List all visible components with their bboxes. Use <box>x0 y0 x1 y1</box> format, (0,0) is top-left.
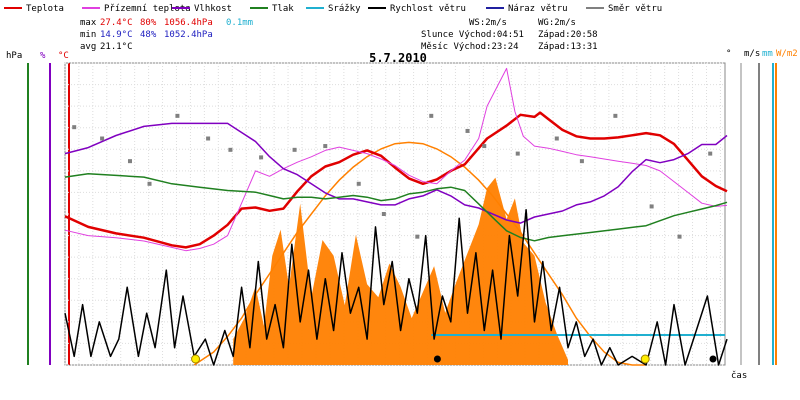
legend: Teplota Přízemní teplota Vlhkost Tlak Sr… <box>4 4 662 14</box>
stats-min-press: 1052.4hPa <box>164 30 213 40</box>
legend-item: Přízemní teplota <box>82 4 191 14</box>
stats-max-rain: 0.1mm <box>226 18 253 28</box>
info-moon: Měsíc Východ:23:24 <box>421 42 519 52</box>
wind-dir-point <box>72 125 77 130</box>
wind-dir-point <box>429 113 434 118</box>
legend-label: Teplota <box>26 4 64 14</box>
axis-title-mm: mm <box>762 49 773 59</box>
legend-item: Tlak <box>250 4 294 14</box>
series-line-0 <box>64 111 728 249</box>
legend-label: Srážky <box>328 4 361 14</box>
sunrise-marker <box>191 354 201 364</box>
wind-dir-point <box>482 144 487 149</box>
wind-dir-point <box>381 212 386 216</box>
legend-item: Směr větru <box>586 4 662 14</box>
wind-dir-point <box>515 151 520 156</box>
stats-max-hum: 80% <box>140 18 157 28</box>
series-line-3 <box>64 172 728 242</box>
axis-title-pct: % <box>40 51 46 61</box>
info-ws: WS:2m/s <box>469 18 507 28</box>
legend-label: Rychlost větru <box>390 4 466 14</box>
axis-title-hpa: hPa <box>6 51 22 61</box>
info-wg: WG:2m/s <box>538 18 576 28</box>
legend-label: Přízemní teplota <box>104 4 191 14</box>
wind-dir-point <box>649 204 654 209</box>
axis-title-ms: m/s <box>744 49 760 59</box>
wind-dir-point <box>554 136 559 141</box>
stats-max-label: max <box>80 18 97 28</box>
stats-avg-label: avg <box>80 42 96 52</box>
stats-min-hum: 48% <box>140 30 157 40</box>
wind-dir-point <box>147 181 152 186</box>
moonrise-marker <box>709 355 717 363</box>
legend-label: Tlak <box>272 4 294 14</box>
wind-dir-point <box>677 234 682 239</box>
wind-dir-point <box>127 159 132 164</box>
stats-min-temp: 14.9°C <box>100 30 133 40</box>
stats-max-press: 1056.4hPa <box>164 18 213 28</box>
legend-label: Směr větru <box>608 4 662 14</box>
info-sun: Slunce Východ:04:51 <box>421 30 524 40</box>
legend-item: Srážky <box>306 4 361 14</box>
legend-item: Rychlost větru <box>368 4 466 14</box>
legend-item: Náraz větru <box>486 4 568 14</box>
wind-dir-point <box>613 113 618 118</box>
wind-dir-point <box>259 155 264 160</box>
moonset-marker <box>433 355 441 363</box>
wind-dir-point <box>708 151 713 156</box>
stats-block: max 27.4°C 80% 1056.4hPa 0.1mm min 14.9°… <box>80 18 253 52</box>
wind-dir-point <box>465 128 470 133</box>
wind-dir-point <box>292 147 297 152</box>
x-axis-label: čas <box>731 370 747 381</box>
info-moon-set: Západ:13:31 <box>538 42 598 52</box>
wind-dir-point <box>579 159 584 164</box>
legend-label: Vlhkost <box>194 4 232 14</box>
stats-avg-temp: 21.1°C <box>100 42 133 52</box>
wind-dir-point <box>228 147 233 152</box>
series-line-1 <box>64 67 728 252</box>
wind-dir-point <box>100 136 105 141</box>
axis-title-wm2: W/m2 <box>776 49 798 59</box>
solar-layer <box>193 141 725 366</box>
legend-item: Teplota <box>4 4 64 14</box>
info-block: WS:2m/s WG:2m/s Slunce Východ:04:51 Zápa… <box>421 18 598 52</box>
wind-dir-point <box>323 144 328 149</box>
sunset-marker <box>640 354 650 364</box>
chart-title: 5.7.2010 <box>369 51 427 65</box>
info-sun-set: Západ:20:58 <box>538 30 598 40</box>
legend-item: Vlhkost <box>172 4 232 14</box>
series-line-4 <box>64 208 728 366</box>
stats-max-temp: 27.4°C <box>100 18 133 28</box>
axis-title-temp: °C <box>58 51 69 61</box>
solar-measured-area <box>233 177 568 365</box>
stats-min-label: min <box>80 30 96 40</box>
wind-dir-point <box>415 234 420 239</box>
series-layer <box>64 67 728 366</box>
legend-label: Náraz větru <box>508 4 568 14</box>
wind-dir-point <box>206 136 211 141</box>
wind-dir-point <box>356 181 361 186</box>
series-line-2 <box>64 122 728 224</box>
axis-title-dir: ° <box>726 49 731 59</box>
wind-dir-point <box>175 113 180 118</box>
